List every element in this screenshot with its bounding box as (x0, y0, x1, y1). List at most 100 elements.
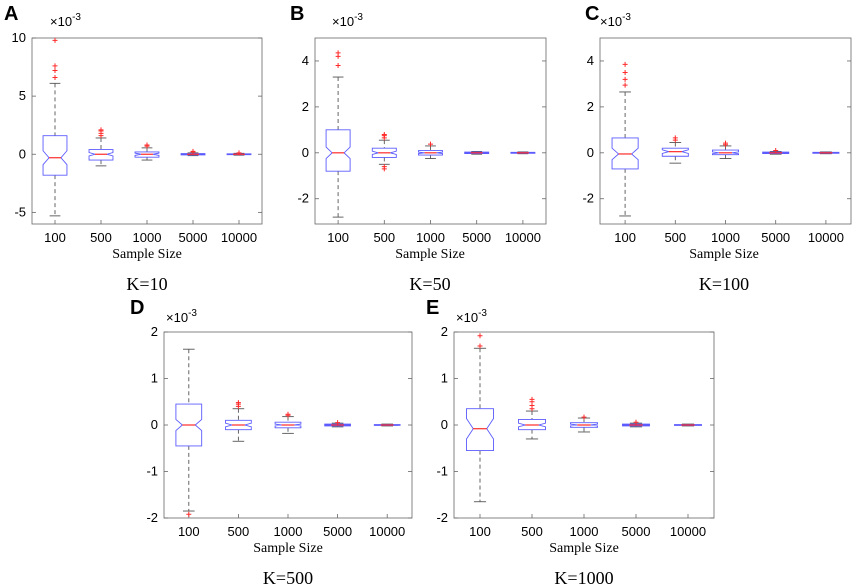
x-tick-label: 10000 (221, 230, 257, 245)
outlier-point (335, 420, 341, 426)
x-tick-label: 5000 (323, 524, 352, 539)
y-tick-label: 4 (587, 53, 594, 68)
outlier-point (773, 148, 779, 154)
y-tick-label: -2 (297, 191, 309, 206)
box-100 (325, 50, 351, 218)
x-tick-label: 5000 (179, 230, 208, 245)
notched-box (611, 137, 639, 170)
x-axis-label: Sample Size (549, 541, 619, 556)
outlier-point (235, 400, 241, 406)
x-tick-label: 10000 (808, 230, 844, 245)
x-tick-label: 100 (614, 230, 636, 245)
box-10000 (812, 151, 840, 155)
x-tick-label: 1000 (416, 230, 445, 245)
x-tick-label: 500 (521, 524, 543, 539)
y-multiplier-exponent: -3 (622, 12, 631, 23)
box-5000 (324, 420, 351, 428)
notched-box (226, 153, 252, 156)
box-100 (42, 37, 68, 217)
outlier-point (622, 69, 628, 75)
x-tick-label: 1000 (274, 524, 303, 539)
y-multiplier-exponent: -3 (72, 12, 81, 23)
outlier-point (428, 141, 433, 147)
x-axis-label: Sample Size (253, 541, 323, 556)
y-tick-label: -1 (436, 464, 448, 479)
box-500 (371, 131, 397, 172)
notched-box (371, 147, 397, 158)
notched-box (418, 150, 443, 156)
outlier-point (622, 76, 628, 82)
x-tick-label: 5000 (761, 230, 790, 245)
panel-letter: A (4, 3, 18, 25)
panel-B: -2 0 2 4 100 500 1000 5000 10000 ×10-3 B Sample Siz… (290, 3, 547, 294)
y-tick-label: 2 (441, 324, 448, 339)
y-multiplier: ×10-3 (50, 12, 81, 29)
y-tick-label: 0 (302, 145, 309, 160)
notched-box (674, 424, 702, 426)
y-tick-label: -2 (146, 510, 158, 525)
x-tick-label: 500 (228, 524, 250, 539)
x-tick-label: 1000 (711, 230, 740, 245)
notched-box (324, 423, 351, 427)
box-1000 (274, 411, 302, 434)
box-100 (175, 348, 203, 517)
outlier-point (144, 142, 150, 148)
box-10000 (510, 151, 536, 155)
notched-box (225, 419, 252, 431)
y-tick-label: 2 (151, 324, 158, 339)
outlier-point (335, 63, 341, 69)
box-5000 (180, 148, 206, 157)
panel-C: -2 0 2 4 100 500 1000 5000 10000 ×10-3C Sample Siz… (582, 3, 852, 294)
outlier-point (190, 148, 196, 154)
notched-box (622, 423, 650, 427)
box-10000 (674, 423, 702, 427)
outlier-point (52, 75, 58, 81)
panel-A: -5 0 5 10 100 500 1000 5000 10000 ×10-3 A Sample Si… (4, 3, 263, 294)
y-tick-label: 2 (587, 99, 594, 114)
outlier-point (186, 511, 192, 517)
box-100 (611, 61, 639, 217)
outlier-point (723, 140, 728, 146)
box-1000 (570, 414, 598, 433)
panel-caption: K=50 (409, 274, 450, 294)
panel-D: -2 -1 0 1 2 100 500 1000 5000 10000 ×10-3 D Sample S… (130, 297, 413, 588)
box-5000 (622, 419, 650, 428)
y-tick-label: 0 (441, 417, 448, 432)
outlier-point (381, 131, 387, 137)
notched-box (661, 147, 689, 157)
y-multiplier-exponent: -3 (188, 308, 197, 319)
box-10000 (226, 150, 252, 156)
y-multiplier-exponent: -3 (354, 12, 363, 23)
notched-box (274, 421, 302, 429)
x-axis-label: Sample Size (689, 247, 759, 262)
notched-box (88, 149, 114, 161)
notched-box (373, 424, 401, 426)
box-1000 (418, 141, 443, 160)
y-tick-label: 5 (19, 88, 26, 103)
notched-box (175, 403, 203, 447)
notched-box (812, 151, 840, 154)
notched-box (180, 153, 206, 156)
notched-box (466, 408, 494, 452)
y-tick-label: 10 (12, 30, 26, 45)
outlier-point (633, 419, 639, 425)
y-tick-label: 4 (302, 53, 309, 68)
y-tick-label: -5 (14, 204, 26, 219)
outlier-point (335, 50, 341, 56)
box-100 (466, 333, 494, 503)
x-tick-label: 1000 (570, 524, 599, 539)
y-multiplier: ×10-3 (600, 12, 631, 29)
panel-caption: K=500 (263, 568, 313, 588)
x-tick-label: 5000 (622, 524, 651, 539)
panel-caption: K=10 (126, 274, 167, 294)
x-tick-label: 10000 (369, 524, 405, 539)
outlier-point (52, 37, 58, 43)
box-5000 (762, 148, 790, 155)
box-10000 (373, 423, 401, 427)
x-tick-label: 5000 (462, 230, 491, 245)
panel-letter: D (130, 297, 144, 319)
x-tick-label: 1000 (133, 230, 162, 245)
notched-box (464, 151, 490, 154)
box-5000 (464, 150, 490, 155)
